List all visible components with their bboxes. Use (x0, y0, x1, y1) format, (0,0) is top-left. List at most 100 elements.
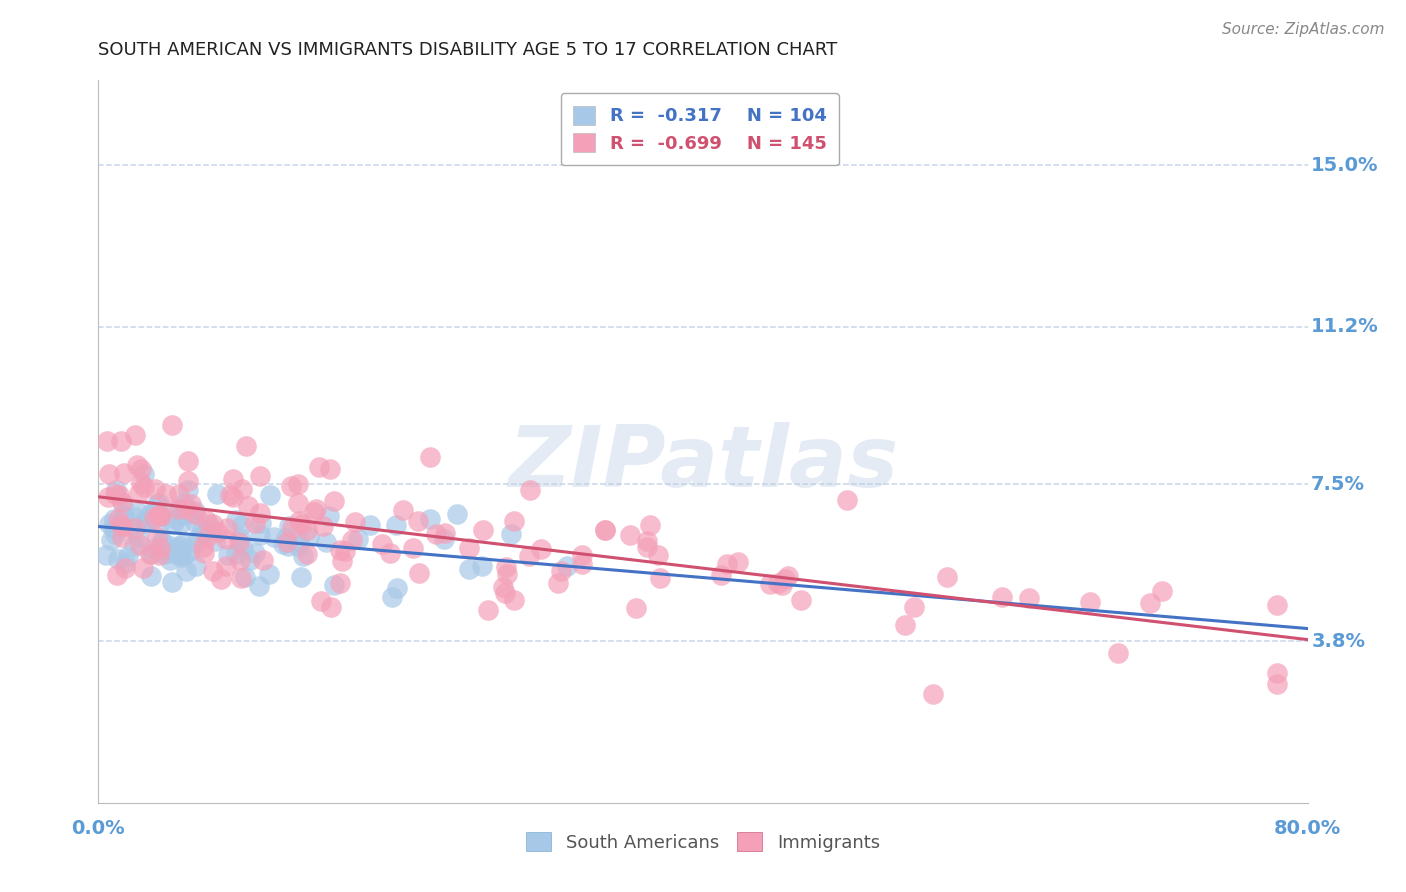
Point (716, 558, 738, 572)
Point (344, 515, 367, 529)
Point (259, 487, 281, 501)
Point (329, 576, 352, 591)
Text: 15.0%: 15.0% (1312, 156, 1379, 175)
Point (139, 547, 162, 561)
Point (496, 567, 519, 582)
Point (446, 507, 468, 521)
Point (650, 571, 672, 585)
Point (127, 506, 149, 520)
Point (110, 517, 132, 532)
Point (457, 562, 479, 576)
Point (231, 482, 253, 496)
Point (159, 546, 181, 560)
Point (162, 574, 184, 589)
Point (148, 508, 170, 523)
Point (149, 508, 172, 523)
Point (97, 491, 120, 505)
Point (124, 510, 146, 524)
Point (146, 497, 169, 511)
Point (228, 531, 250, 545)
Point (111, 497, 134, 511)
Point (141, 504, 163, 518)
Point (287, 539, 309, 553)
Point (495, 559, 517, 574)
Point (104, 527, 127, 541)
Point (503, 593, 526, 607)
Point (177, 474, 200, 488)
Point (922, 687, 945, 701)
Point (150, 508, 173, 523)
Point (457, 541, 479, 555)
Point (308, 459, 330, 474)
Point (291, 516, 314, 531)
Point (195, 530, 218, 544)
Point (766, 576, 789, 591)
Point (471, 523, 494, 537)
Point (184, 508, 207, 522)
Point (778, 568, 800, 582)
Point (132, 467, 155, 481)
Point (201, 517, 224, 532)
Point (290, 570, 312, 584)
Point (114, 556, 136, 570)
Point (370, 537, 392, 551)
Point (167, 502, 190, 516)
Text: SOUTH AMERICAN VS IMMIGRANTS DISABILITY AGE 5 TO 17 CORRELATION CHART: SOUTH AMERICAN VS IMMIGRANTS DISABILITY … (98, 41, 838, 59)
Point (122, 539, 145, 553)
Point (176, 565, 198, 579)
Point (236, 499, 259, 513)
Point (159, 552, 181, 566)
Point (727, 555, 749, 569)
Point (207, 524, 229, 539)
Point (138, 509, 160, 524)
Point (225, 513, 247, 527)
Point (188, 530, 211, 544)
Point (501, 527, 523, 541)
Point (305, 502, 328, 516)
Point (149, 541, 172, 555)
Point (148, 508, 170, 523)
Point (1018, 591, 1040, 605)
Point (636, 533, 658, 548)
Point (385, 581, 408, 595)
Point (165, 512, 187, 526)
Point (112, 508, 135, 522)
Point (111, 518, 134, 533)
Point (148, 549, 170, 563)
Point (250, 516, 273, 531)
Point (153, 547, 176, 561)
Point (98, 516, 121, 531)
Point (222, 472, 245, 486)
Point (619, 528, 641, 542)
Point (150, 534, 173, 549)
Point (139, 547, 162, 561)
Point (406, 514, 429, 528)
Point (215, 558, 238, 573)
Point (333, 544, 356, 558)
Point (287, 533, 309, 548)
Point (111, 494, 134, 508)
Point (176, 502, 198, 516)
Point (231, 517, 253, 532)
Point (162, 516, 184, 531)
Point (231, 571, 253, 585)
Point (148, 496, 170, 510)
Point (134, 516, 156, 530)
Point (111, 530, 134, 544)
Point (150, 533, 173, 548)
Point (759, 576, 782, 591)
Point (209, 572, 232, 586)
Point (193, 546, 215, 560)
Point (134, 515, 156, 529)
Point (166, 547, 188, 561)
Point (159, 539, 181, 553)
Point (318, 508, 340, 523)
Point (1152, 583, 1174, 598)
Point (112, 509, 135, 524)
Point (271, 537, 294, 551)
Point (323, 493, 346, 508)
Point (329, 542, 352, 557)
Point (419, 512, 441, 526)
Point (709, 568, 731, 582)
Point (773, 572, 796, 586)
